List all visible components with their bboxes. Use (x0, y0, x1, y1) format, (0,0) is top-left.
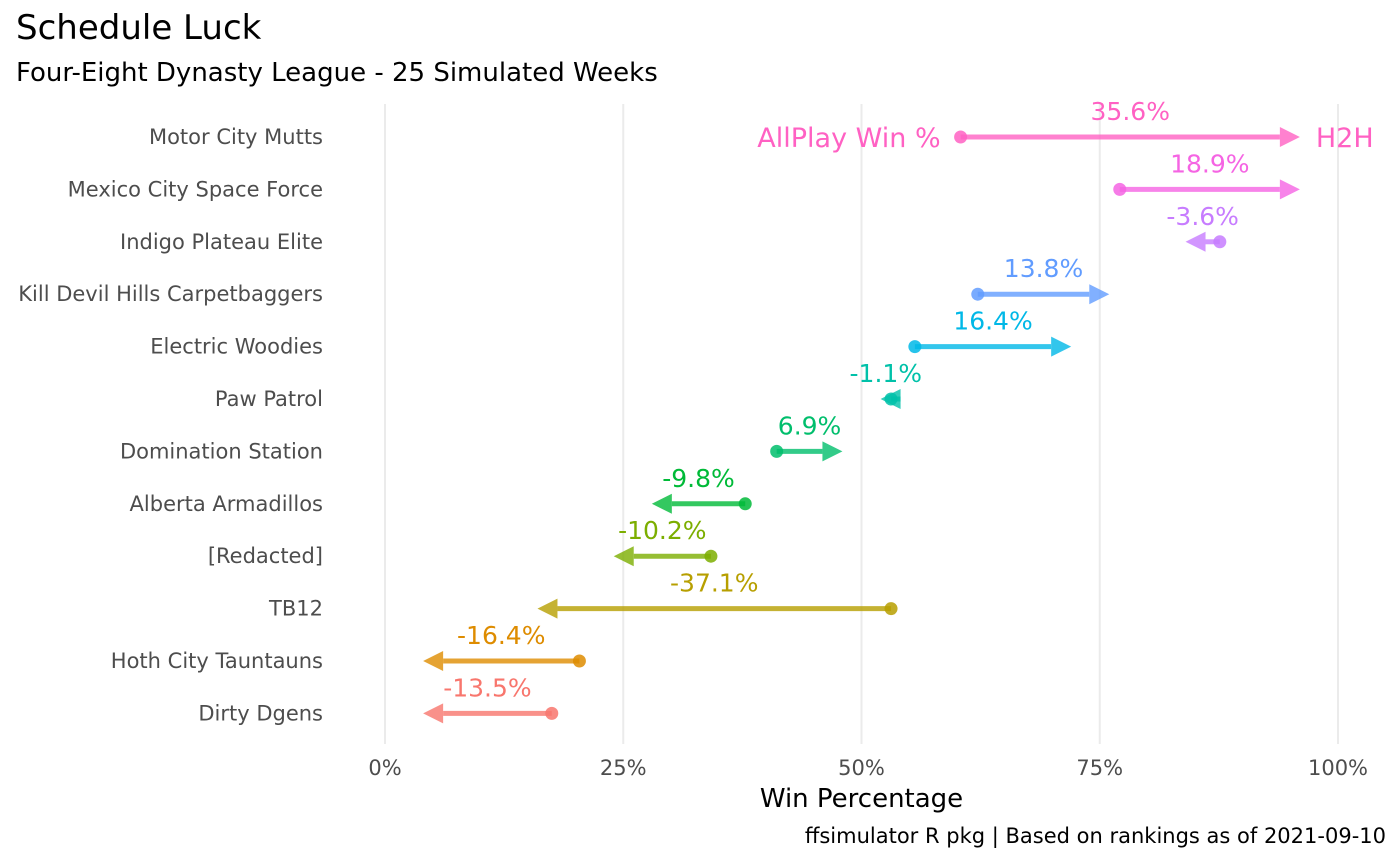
y-tick-label: [Redacted] (208, 544, 323, 568)
y-axis-labels: Motor City Mutts Mexico City Space Force I… (18, 125, 323, 725)
arrow-head (1089, 284, 1110, 305)
chart-subtitle: Four-Eight Dynasty League - 25 Simulated… (16, 58, 658, 88)
allplay-point (908, 340, 922, 354)
y-tick-label: Paw Patrol (215, 387, 323, 411)
arrow-head (423, 703, 444, 724)
annotation-allplay: AllPlay Win % (757, 123, 940, 154)
chart-caption: ffsimulator R pkg | Based on rankings as… (804, 824, 1386, 848)
arrow-head (1051, 336, 1072, 357)
x-tick-label: 75% (1076, 756, 1123, 780)
y-tick-label: Alberta Armadillos (130, 492, 323, 516)
delta-label: 35.6% (1091, 97, 1170, 126)
y-tick-label: Motor City Mutts (149, 125, 323, 149)
allplay-point (884, 392, 898, 406)
arrow-head (1185, 231, 1206, 252)
arrow-head (1279, 179, 1300, 200)
delta-label: -3.6% (1166, 202, 1239, 231)
delta-label: 16.4% (953, 307, 1032, 336)
delta-label: -1.1% (850, 359, 923, 388)
delta-label: 6.9% (778, 411, 842, 440)
arrow-head (613, 546, 634, 567)
y-tick-label: Dirty Dgens (198, 701, 323, 725)
annotation-h2h: H2H (1316, 123, 1374, 154)
delta-label: -9.8% (662, 464, 735, 493)
y-tick-label: TB12 (268, 597, 323, 621)
arrow-head (423, 651, 444, 671)
delta-label: 13.8% (1004, 254, 1083, 283)
x-axis-labels: 0% 25% 50% 75% 100% (368, 756, 1368, 780)
x-tick-label: 25% (600, 756, 647, 780)
arrow-head (1279, 127, 1300, 147)
arrow-head (822, 441, 843, 462)
y-tick-label: Hoth City Tauntauns (111, 649, 323, 673)
dumbbell-marks (423, 127, 1300, 724)
allplay-point (545, 706, 559, 720)
x-tick-label: 50% (838, 756, 885, 780)
delta-label: -13.5% (443, 673, 531, 702)
allplay-point (1213, 235, 1227, 249)
y-tick-label: Domination Station (120, 439, 323, 463)
allplay-point (954, 130, 968, 144)
arrow-head (651, 493, 672, 514)
grid-lines (384, 104, 1339, 744)
delta-label: 18.9% (1170, 149, 1249, 178)
delta-label: -16.4% (457, 621, 545, 650)
y-tick-label: Kill Devil Hills Carpetbaggers (18, 282, 323, 306)
allplay-point (770, 444, 784, 458)
x-tick-label: 0% (368, 756, 401, 780)
allplay-point (884, 602, 898, 616)
y-tick-label: Mexico City Space Force (68, 177, 323, 201)
x-axis-title: Win Percentage (760, 784, 963, 814)
y-tick-label: Indigo Plateau Elite (120, 230, 323, 254)
arrow-head (537, 598, 558, 619)
allplay-point (704, 549, 718, 563)
allplay-point (1113, 182, 1127, 196)
delta-label: -10.2% (618, 516, 706, 545)
delta-label: -37.1% (670, 569, 758, 598)
delta-labels: 35.6%18.9% -3.6% 13.8% 16.4% -1.1% 6.9% -9.8% -… (443, 97, 1249, 702)
x-tick-label: 100% (1308, 756, 1368, 780)
allplay-point (572, 654, 586, 668)
chart-title: Schedule Luck (16, 8, 262, 48)
allplay-point (738, 497, 752, 511)
allplay-point (971, 287, 985, 301)
y-tick-label: Electric Woodies (150, 335, 323, 359)
